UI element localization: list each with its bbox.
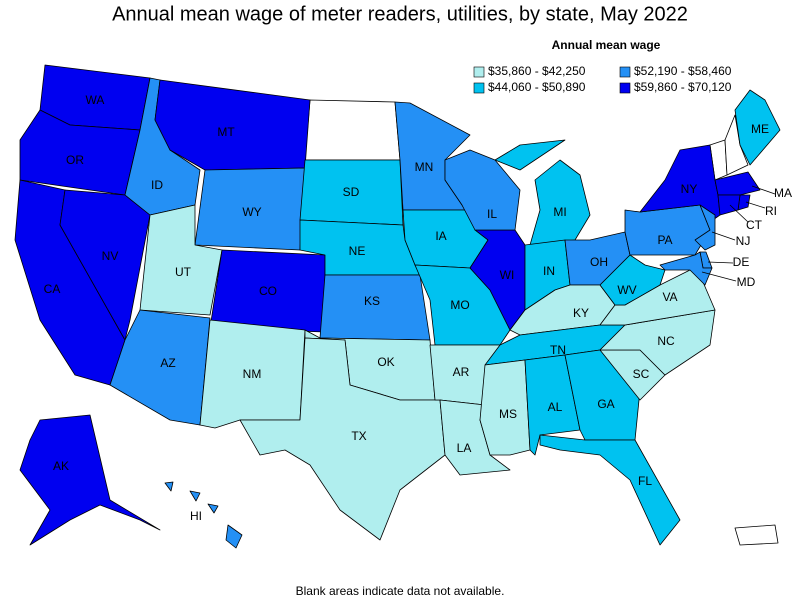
state-label: AK — [53, 459, 69, 473]
state-label: MN — [415, 160, 434, 174]
state — [109, 309, 211, 426]
state-label: PA — [657, 233, 672, 247]
state-label: ID — [151, 178, 163, 192]
legend-swatch — [473, 66, 485, 78]
map-title: Annual mean wage of meter readers, utili… — [112, 3, 688, 25]
state-label: SC — [633, 367, 650, 381]
state-label: MD — [737, 275, 756, 289]
state-label: NJ — [736, 234, 751, 248]
state-label: RI — [765, 204, 777, 218]
state — [494, 139, 591, 246]
state-label: AR — [453, 365, 470, 379]
legend-label: $59,860 - $70,120 — [634, 80, 732, 94]
leader-line — [751, 185, 776, 195]
state-label: IN — [543, 264, 555, 278]
leader-line — [707, 261, 734, 264]
leader-line — [701, 271, 737, 282]
state-label: SD — [343, 185, 360, 199]
state — [624, 204, 711, 256]
legend-swatch — [619, 82, 631, 94]
state-label: TX — [351, 429, 366, 443]
state-label: UT — [175, 265, 192, 279]
state — [734, 89, 781, 166]
state-label: WA — [86, 93, 105, 107]
state — [239, 337, 446, 541]
state — [717, 194, 741, 216]
state-label: DE — [733, 255, 750, 269]
state-label: CA — [44, 282, 61, 296]
state — [714, 171, 761, 196]
state-label: WY — [242, 205, 261, 219]
legend-swatch — [473, 82, 485, 94]
state-label: KY — [573, 306, 589, 320]
state-label: WI — [500, 268, 515, 282]
state-label: WV — [617, 283, 636, 297]
state-label: NE — [349, 244, 366, 258]
state-label: CT — [746, 218, 763, 232]
blank-area — [304, 99, 401, 161]
state-label: LA — [457, 441, 472, 455]
leader-line — [745, 201, 766, 209]
state-label: OH — [590, 255, 608, 269]
state-label: MA — [774, 186, 792, 200]
states — [14, 64, 781, 549]
state-label: NC — [657, 334, 675, 348]
leader-line — [711, 231, 736, 241]
state — [539, 434, 681, 546]
state-label: VA — [662, 290, 677, 304]
leader-line — [729, 204, 749, 223]
state-label: NV — [102, 249, 119, 263]
state-label: IA — [435, 229, 446, 243]
state — [164, 481, 243, 549]
state-label: CO — [259, 284, 277, 298]
state-label: MT — [217, 125, 235, 139]
state-label: GA — [597, 397, 614, 411]
legend-label: $52,190 - $58,460 — [634, 64, 732, 78]
state-label: TN — [550, 343, 566, 357]
state-label: MI — [553, 205, 566, 219]
state — [19, 414, 161, 546]
state — [444, 149, 521, 231]
legend-label: $35,860 - $42,250 — [488, 64, 586, 78]
state — [694, 204, 716, 251]
state-label: OR — [66, 153, 84, 167]
state-label: AZ — [160, 356, 175, 370]
blank-area — [734, 524, 779, 546]
legend-swatch — [619, 66, 631, 78]
blank-area — [724, 114, 749, 176]
state-label: NM — [243, 367, 262, 381]
state-label: KS — [364, 294, 380, 308]
state-label: FL — [638, 474, 652, 488]
state-label: MO — [450, 298, 469, 312]
state-label: NY — [681, 182, 698, 196]
legend-label: $44,060 - $50,890 — [488, 80, 586, 94]
state-label: AL — [548, 400, 563, 414]
state-label: ME — [751, 122, 769, 136]
state-label: HI — [190, 509, 202, 523]
legend-title: Annual mean wage — [552, 38, 661, 52]
footnote: Blank areas indicate data not available. — [296, 584, 505, 598]
state-label: MS — [499, 407, 517, 421]
state — [659, 251, 713, 286]
state-label: OK — [377, 355, 394, 369]
state-label: IL — [487, 207, 497, 221]
